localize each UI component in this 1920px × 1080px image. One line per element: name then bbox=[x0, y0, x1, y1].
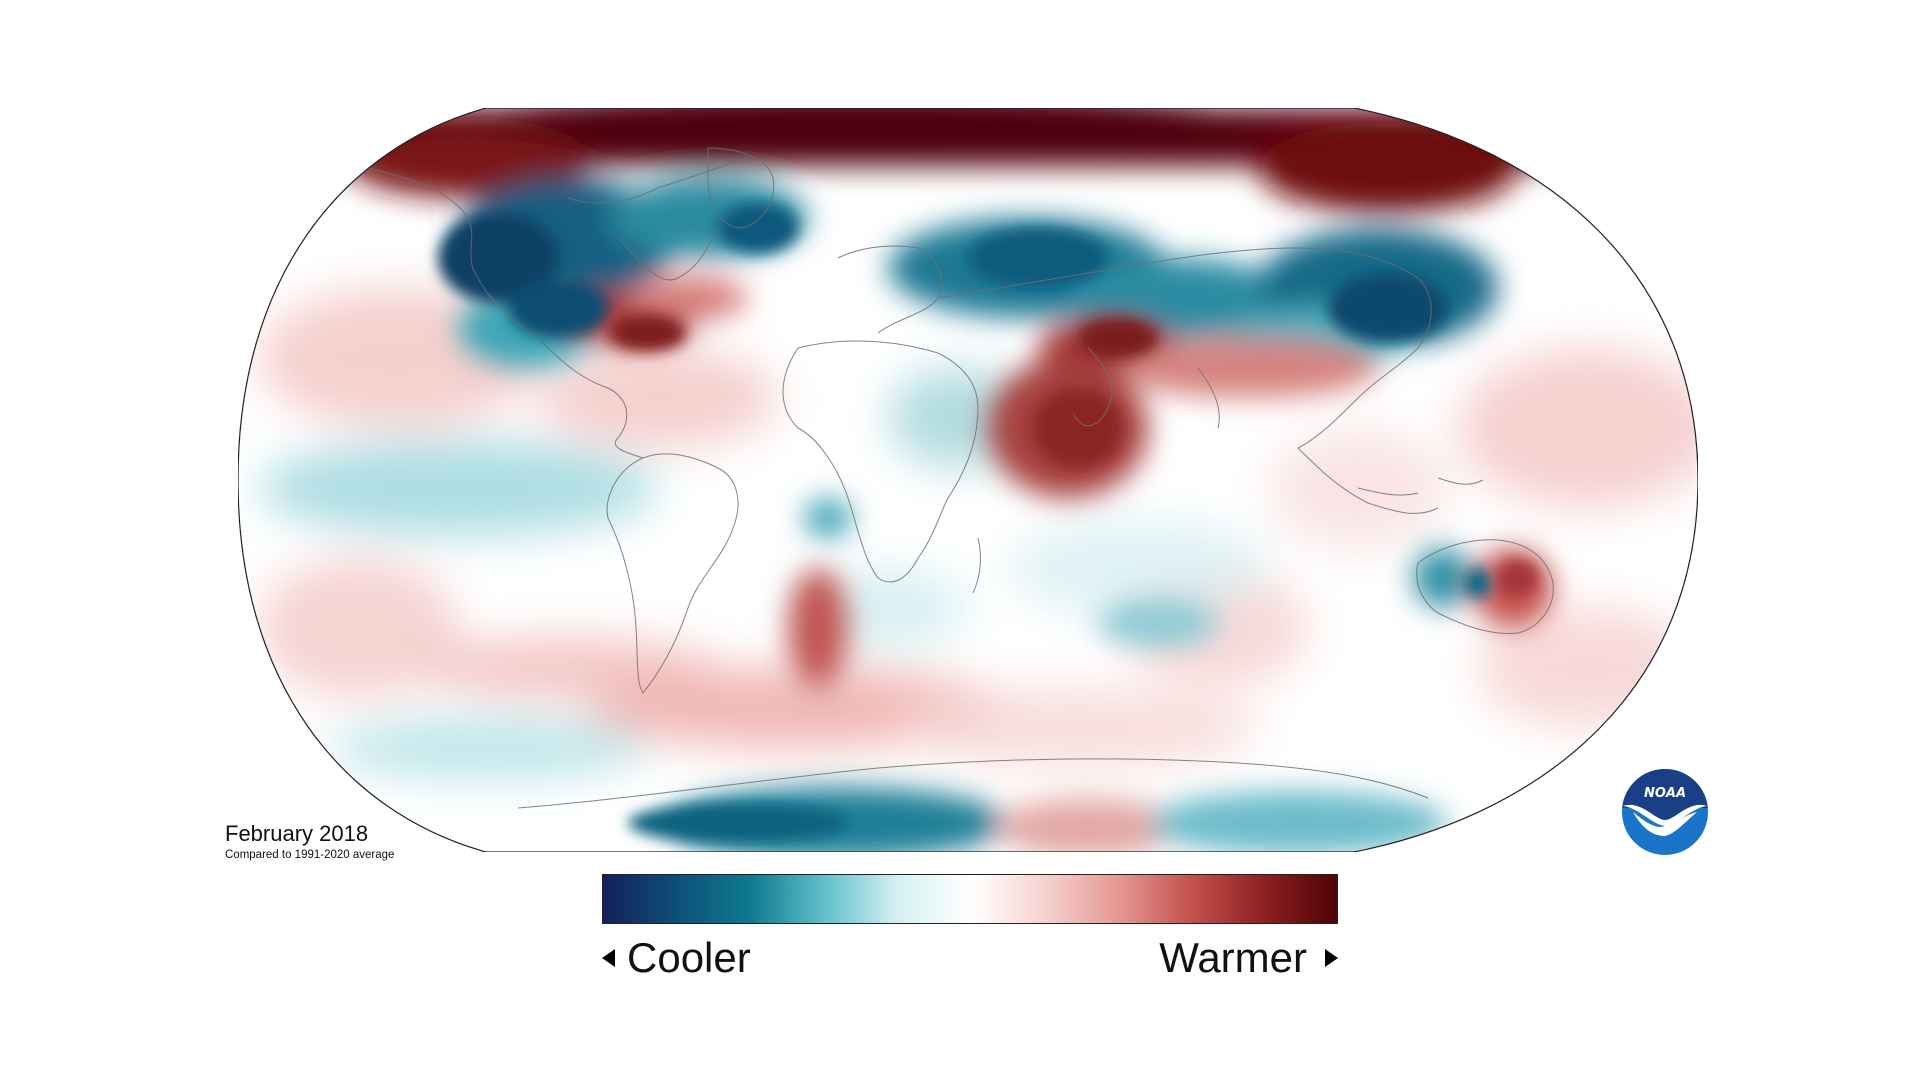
cooler-label-group: Cooler bbox=[602, 932, 751, 984]
legend-labels: Cooler Warmer bbox=[602, 932, 1338, 992]
noaa-logo-icon: NOAA bbox=[1622, 769, 1708, 855]
color-legend: Cooler Warmer bbox=[602, 874, 1338, 992]
map-svg bbox=[238, 108, 1698, 852]
strong-anomaly-layer bbox=[438, 203, 1538, 843]
period-label: February 2018 bbox=[225, 821, 369, 846]
map-caption: February 2018 Compared to 1991-2020 aver… bbox=[225, 821, 394, 863]
coastlines bbox=[367, 147, 1554, 809]
cooler-label: Cooler bbox=[627, 934, 751, 981]
logo-text: NOAA bbox=[1644, 786, 1686, 801]
right-triangle-icon bbox=[1325, 949, 1338, 967]
warmer-label: Warmer bbox=[1159, 934, 1307, 981]
left-triangle-icon bbox=[602, 949, 615, 967]
temperature-anomaly-map bbox=[238, 108, 1698, 852]
warmer-label-group: Warmer bbox=[1159, 932, 1338, 984]
legend-color-bar bbox=[602, 874, 1338, 924]
noaa-logo: NOAA bbox=[1621, 768, 1709, 856]
anomaly-field bbox=[238, 108, 1698, 852]
comparison-note: Compared to 1991-2020 average bbox=[225, 849, 395, 861]
map-frame bbox=[238, 108, 1698, 852]
